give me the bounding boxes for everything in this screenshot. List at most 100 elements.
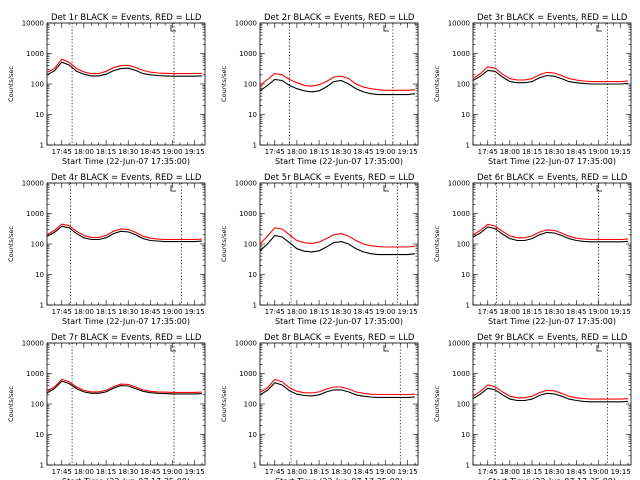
panel-title: Det 6r BLACK = Events, RED = LLD bbox=[477, 173, 628, 183]
series-lld-line bbox=[472, 384, 629, 400]
y-tick-label: 1000 bbox=[452, 370, 470, 378]
x-tick-label: 18:00 bbox=[287, 308, 307, 316]
y-tick-label: 10 bbox=[461, 271, 470, 279]
x-axis-label: Start Time (22-Jun-07 17:35:00) bbox=[275, 477, 403, 480]
x-tick-label: 18:30 bbox=[544, 468, 564, 476]
x-tick-label: 19:00 bbox=[162, 308, 182, 316]
interval-marker bbox=[383, 25, 389, 32]
x-tick-label: 19:00 bbox=[375, 468, 395, 476]
x-tick-label: 19:15 bbox=[398, 468, 418, 476]
interval-marker bbox=[383, 345, 389, 352]
x-tick-label: 18:45 bbox=[353, 148, 373, 156]
panel-title: Det 9r BLACK = Events, RED = LLD bbox=[477, 333, 628, 343]
x-tick-label: 18:15 bbox=[522, 148, 542, 156]
x-tick-label: 17:45 bbox=[265, 308, 285, 316]
series-events-line bbox=[46, 225, 203, 243]
x-tick-label: 18:30 bbox=[544, 308, 564, 316]
x-tick-label: 17:45 bbox=[265, 148, 285, 156]
panel-title: Det 1r BLACK = Events, RED = LLD bbox=[51, 13, 202, 23]
x-tick-label: 19:00 bbox=[588, 148, 608, 156]
y-tick-label: 100 bbox=[457, 401, 470, 409]
y-axis-label: Counts/sec bbox=[7, 226, 15, 262]
y-tick-label: 10000 bbox=[22, 180, 44, 188]
y-tick-label: 1000 bbox=[452, 50, 470, 58]
y-tick-label: 100 bbox=[244, 401, 257, 409]
y-tick-label: 100 bbox=[457, 81, 470, 89]
y-tick-label: 10000 bbox=[22, 20, 44, 28]
x-tick-label: 19:00 bbox=[588, 468, 608, 476]
plot-frame bbox=[46, 22, 206, 146]
series-events-line bbox=[259, 382, 416, 398]
x-tick-label: 19:15 bbox=[398, 148, 418, 156]
y-tick-label: 1 bbox=[253, 302, 257, 310]
x-tick-label: 17:45 bbox=[52, 148, 72, 156]
x-tick-label: 18:45 bbox=[353, 468, 373, 476]
y-tick-label: 1 bbox=[466, 142, 470, 150]
y-axis-label: Counts/sec bbox=[220, 386, 228, 422]
x-tick-label: 19:15 bbox=[611, 308, 631, 316]
x-tick-label: 18:00 bbox=[74, 148, 94, 156]
y-tick-label: 1 bbox=[466, 462, 470, 470]
panel-9: Det 9r BLACK = Events, RED = LLD 1 10 100 10… bbox=[433, 333, 632, 480]
series-events-line bbox=[259, 78, 416, 96]
y-tick-label: 10000 bbox=[22, 340, 44, 348]
x-tick-label: 18:45 bbox=[353, 308, 373, 316]
y-tick-label: 10 bbox=[248, 271, 257, 279]
x-tick-label: 19:00 bbox=[162, 468, 182, 476]
y-tick-label: 10 bbox=[35, 431, 44, 439]
x-tick-label: 17:45 bbox=[52, 308, 72, 316]
series-events-line bbox=[472, 226, 629, 243]
y-tick-label: 10000 bbox=[448, 180, 470, 188]
x-tick-label: 18:30 bbox=[331, 468, 351, 476]
y-tick-label: 100 bbox=[457, 241, 470, 249]
y-tick-label: 100 bbox=[31, 241, 44, 249]
x-tick-label: 18:00 bbox=[287, 148, 307, 156]
panel-1: Det 1r BLACK = Events, RED = LLD 1 10 100 10… bbox=[7, 13, 206, 166]
x-tick-label: 18:30 bbox=[118, 148, 138, 156]
interval-marker bbox=[596, 25, 602, 32]
series-lld-line bbox=[259, 378, 416, 396]
y-tick-label: 100 bbox=[244, 81, 257, 89]
y-axis-label: Counts/sec bbox=[433, 386, 441, 422]
panel-6: Det 6r BLACK = Events, RED = LLD 1 10 100 10… bbox=[433, 173, 632, 326]
panel-title: Det 5r BLACK = Events, RED = LLD bbox=[264, 173, 415, 183]
y-tick-label: 10 bbox=[35, 271, 44, 279]
y-tick-label: 1 bbox=[466, 302, 470, 310]
y-tick-label: 1 bbox=[40, 302, 44, 310]
x-tick-label: 19:00 bbox=[375, 148, 395, 156]
y-tick-label: 100 bbox=[244, 241, 257, 249]
x-tick-label: 17:45 bbox=[478, 308, 498, 316]
panel-title: Det 2r BLACK = Events, RED = LLD bbox=[264, 13, 415, 23]
panel-title: Det 3r BLACK = Events, RED = LLD bbox=[477, 13, 628, 23]
x-tick-label: 18:45 bbox=[566, 308, 586, 316]
panel-title: Det 7r BLACK = Events, RED = LLD bbox=[51, 333, 202, 343]
x-tick-label: 17:45 bbox=[478, 468, 498, 476]
x-tick-label: 19:00 bbox=[588, 308, 608, 316]
x-tick-label: 18:45 bbox=[566, 148, 586, 156]
x-tick-label: 19:15 bbox=[185, 308, 205, 316]
y-axis-label: Counts/sec bbox=[433, 226, 441, 262]
x-tick-label: 18:45 bbox=[140, 468, 160, 476]
y-tick-label: 10000 bbox=[448, 20, 470, 28]
y-tick-label: 10 bbox=[248, 431, 257, 439]
y-tick-label: 10 bbox=[35, 111, 44, 119]
x-tick-label: 19:15 bbox=[398, 308, 418, 316]
interval-marker bbox=[596, 185, 602, 192]
panel-7: Det 7r BLACK = Events, RED = LLD 1 10 100 10… bbox=[7, 333, 206, 480]
x-axis-label: Start Time (22-Jun-07 17:35:00) bbox=[62, 477, 190, 480]
x-tick-label: 19:15 bbox=[611, 468, 631, 476]
x-tick-label: 18:45 bbox=[566, 468, 586, 476]
series-lld-line bbox=[259, 73, 416, 91]
y-tick-label: 1000 bbox=[26, 370, 44, 378]
x-tick-label: 19:00 bbox=[162, 148, 182, 156]
interval-marker bbox=[596, 345, 602, 352]
y-tick-label: 10 bbox=[248, 111, 257, 119]
series-events-line bbox=[259, 234, 416, 256]
y-tick-label: 100 bbox=[31, 81, 44, 89]
y-tick-label: 10000 bbox=[448, 340, 470, 348]
panel-title: Det 8r BLACK = Events, RED = LLD bbox=[264, 333, 415, 343]
y-tick-label: 10000 bbox=[235, 20, 257, 28]
series-lld-line bbox=[46, 223, 203, 241]
x-axis-label: Start Time (22-Jun-07 17:35:00) bbox=[62, 317, 190, 326]
x-tick-label: 18:15 bbox=[309, 148, 329, 156]
